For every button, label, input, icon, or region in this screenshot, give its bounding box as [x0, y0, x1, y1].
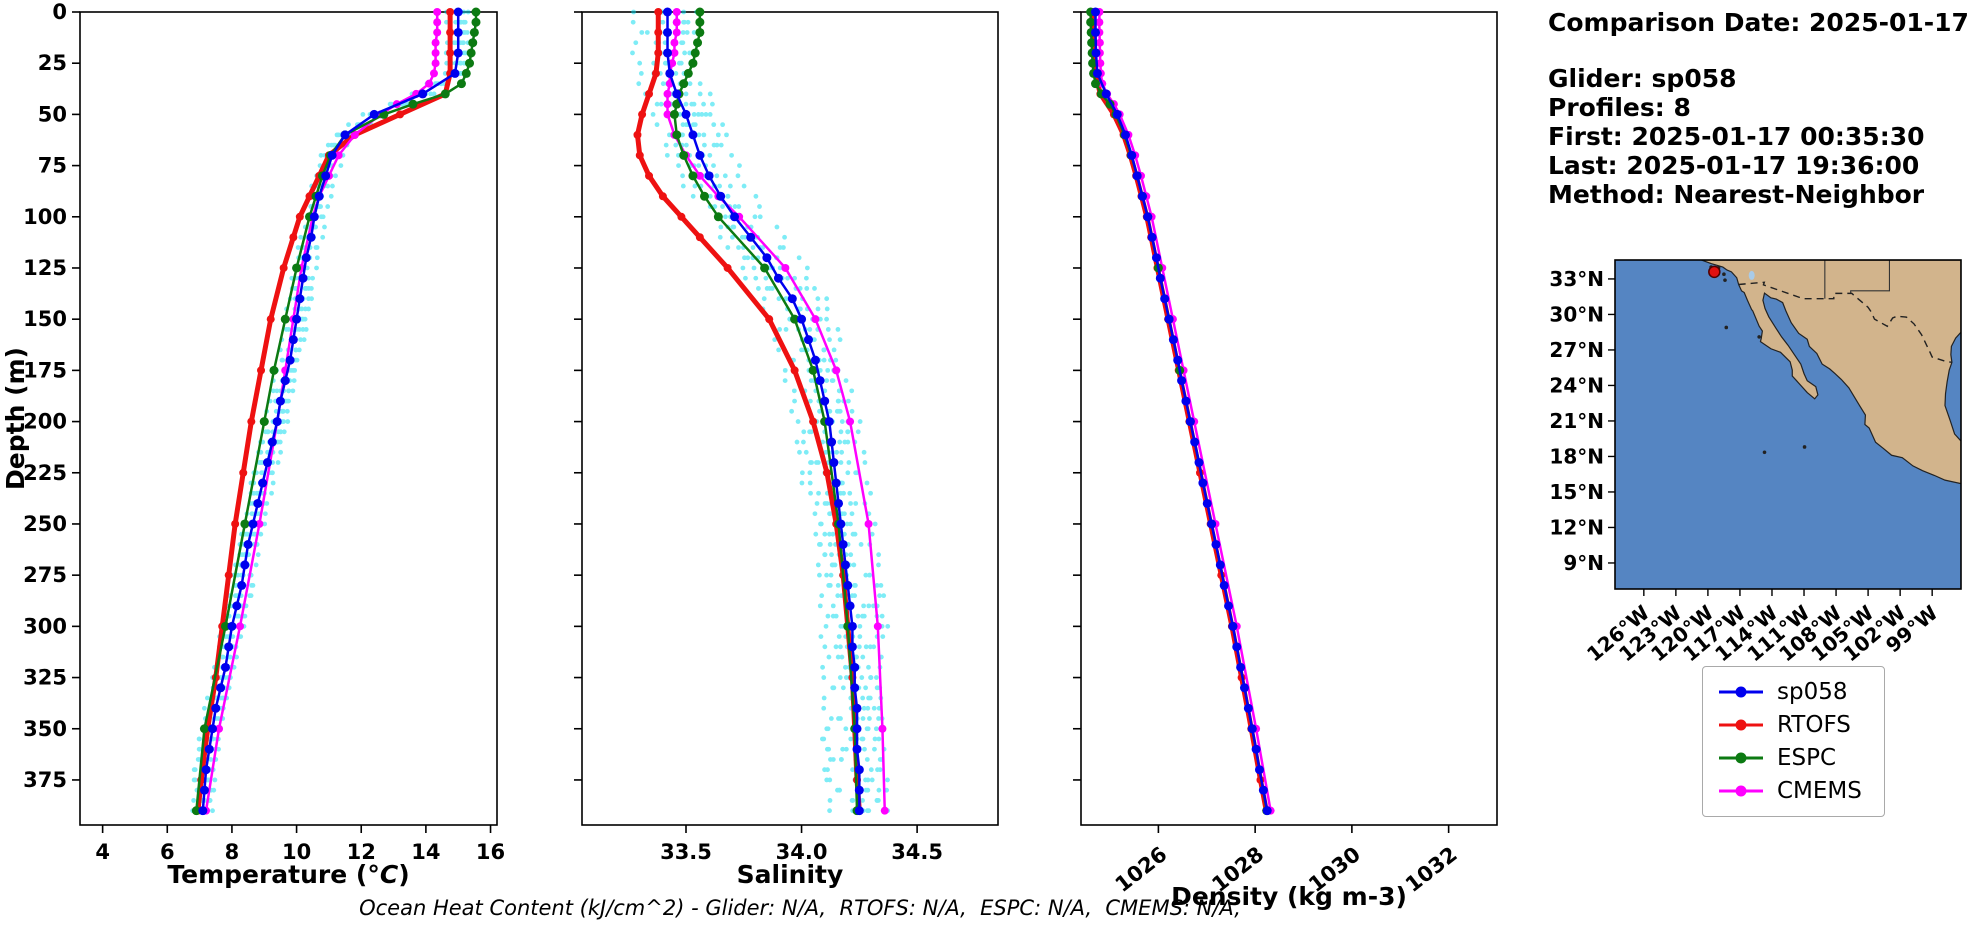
svg-text:300: 300 — [23, 614, 67, 638]
profiles-count: Profiles: 8 — [1548, 93, 1691, 122]
svg-text:10: 10 — [282, 840, 311, 864]
last-profile-time: Last: 2025-01-17 19:36:00 — [1548, 151, 1920, 180]
svg-text:12: 12 — [347, 840, 376, 864]
svg-text:18°N: 18°N — [1549, 444, 1604, 468]
svg-text:1032: 1032 — [1401, 842, 1462, 897]
legend-item-sp058: sp058 — [1717, 679, 1862, 705]
glider-name: Glider: sp058 — [1548, 64, 1737, 93]
temperature-chart: 0 25 50 75 100 125 150 175 200 225 250 275 300 325 350… — [1, 0, 505, 889]
svg-text:34.0: 34.0 — [776, 840, 828, 864]
svg-text:33.5: 33.5 — [660, 840, 712, 864]
svg-text:24°N: 24°N — [1549, 373, 1604, 397]
svg-text:350: 350 — [23, 717, 67, 741]
svg-text:75: 75 — [38, 154, 67, 178]
svg-text:9°N: 9°N — [1563, 551, 1604, 575]
svg-text:375: 375 — [23, 768, 67, 792]
svg-text:25: 25 — [38, 51, 67, 75]
svg-text:100: 100 — [23, 205, 67, 229]
svg-text:Depth (m): Depth (m) — [1, 347, 30, 490]
legend-line-marker-icon — [1719, 785, 1763, 797]
svg-text:21°N: 21°N — [1549, 409, 1604, 433]
svg-text:250: 250 — [23, 512, 67, 536]
legend-item-RTOFS: RTOFS — [1717, 712, 1862, 738]
svg-text:325: 325 — [23, 666, 67, 690]
legend-item-CMEMS: CMEMS — [1717, 778, 1862, 804]
method-label: Method: Nearest-Neighbor — [1548, 180, 1925, 209]
comparison-date: Comparison Date: 2025-01-17 — [1548, 8, 1969, 37]
svg-text:50: 50 — [38, 102, 67, 126]
svg-text:15°N: 15°N — [1549, 480, 1604, 504]
svg-text:175: 175 — [23, 358, 67, 382]
svg-text:8: 8 — [225, 840, 240, 864]
ohc-footer: Ocean Heat Content (kJ/cm^2) - Glider: N… — [359, 896, 1241, 920]
svg-text:225: 225 — [23, 461, 67, 485]
svg-text:27°N: 27°N — [1549, 338, 1604, 362]
svg-text:200: 200 — [23, 410, 67, 434]
salinity-chart: 33.5 34.0 34.5 Salinity — [574, 7, 999, 889]
svg-text:Density (kg m-3): Density (kg m-3) — [1171, 882, 1407, 911]
legend-item-ESPC: ESPC — [1717, 745, 1862, 771]
svg-text:275: 275 — [23, 563, 67, 587]
svg-text:150: 150 — [23, 307, 67, 331]
legend-line-marker-icon — [1719, 686, 1763, 698]
legend: sp058 RTOFS ESPC CMEMS — [1702, 666, 1885, 817]
svg-text:125: 125 — [23, 256, 67, 280]
svg-text:Temperature (°C): Temperature (°C) — [167, 860, 409, 889]
location-map: 33°N30°N27°N24°N21°N18°N15°N12°N9°N126°W… — [1549, 259, 1962, 666]
svg-text:34.5: 34.5 — [891, 840, 943, 864]
legend-label: ESPC — [1777, 745, 1837, 771]
svg-text:16: 16 — [476, 840, 505, 864]
svg-text:30°N: 30°N — [1549, 302, 1604, 326]
svg-text:1026: 1026 — [1111, 842, 1172, 897]
legend-label: sp058 — [1777, 679, 1848, 705]
legend-line-marker-icon — [1719, 752, 1763, 764]
svg-text:33°N: 33°N — [1549, 267, 1604, 291]
legend-line-marker-icon — [1719, 719, 1763, 731]
legend-label: RTOFS — [1777, 712, 1851, 738]
svg-text:0: 0 — [52, 0, 67, 24]
svg-text:4: 4 — [95, 840, 110, 864]
info-panel: Comparison Date: 2025-01-17 Glider: sp05… — [1548, 8, 1974, 209]
svg-text:6: 6 — [160, 840, 175, 864]
info-gap — [1548, 37, 1974, 64]
svg-text:14: 14 — [411, 840, 440, 864]
svg-text:12°N: 12°N — [1549, 515, 1604, 539]
svg-text:Salinity: Salinity — [737, 860, 844, 889]
legend-label: CMEMS — [1777, 778, 1862, 804]
first-profile-time: First: 2025-01-17 00:35:30 — [1548, 122, 1925, 151]
